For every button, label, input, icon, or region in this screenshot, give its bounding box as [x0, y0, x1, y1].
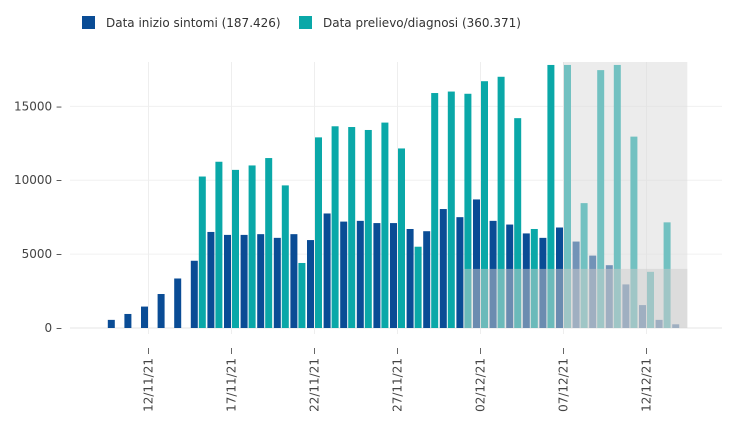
bar-prelievo-diagnosi[interactable]	[232, 169, 239, 328]
bar-prelievo-diagnosi[interactable]	[414, 246, 422, 328]
bar-inizio-sintomi[interactable]	[340, 221, 348, 328]
bar-inizio-sintomi[interactable]	[356, 220, 364, 328]
bar-inizio-sintomi[interactable]	[373, 223, 381, 328]
bar-inizio-sintomi[interactable]	[240, 234, 248, 328]
bar-prelievo-diagnosi[interactable]	[281, 185, 289, 328]
bar-prelievo-diagnosi[interactable]	[514, 118, 522, 329]
bar-prelievo-diagnosi[interactable]	[497, 76, 505, 329]
bar-prelievo-diagnosi[interactable]	[315, 137, 322, 328]
legend[interactable]: Data inizio sintomi (187.426) Data preli…	[82, 16, 521, 30]
bar-prelievo-diagnosi[interactable]	[331, 126, 339, 329]
legend-item-prelievo-diagnosi[interactable]: Data prelievo/diagnosi (360.371)	[299, 16, 521, 30]
y-tick-label: 5000 –	[22, 247, 62, 261]
x-tick-label: 22/11/21	[308, 358, 322, 412]
bar-inizio-sintomi[interactable]	[290, 234, 298, 328]
y-tick-label: 15000 –	[14, 99, 62, 113]
bar-inizio-sintomi[interactable]	[273, 237, 281, 328]
bar-inizio-sintomi[interactable]	[224, 234, 231, 328]
bar-inizio-sintomi[interactable]	[307, 240, 314, 328]
bar-prelievo-diagnosi[interactable]	[198, 176, 206, 328]
bar-prelievo-diagnosi[interactable]	[431, 93, 439, 329]
bar-inizio-sintomi[interactable]	[390, 223, 397, 328]
x-tick-label: 17/11/21	[225, 358, 239, 412]
legend-label: Data inizio sintomi (187.426)	[106, 16, 281, 30]
bar-prelievo-diagnosi[interactable]	[481, 81, 488, 328]
bar-prelievo-diagnosi[interactable]	[248, 165, 256, 328]
y-tick-label: 0 –	[45, 321, 62, 335]
bar-inizio-sintomi[interactable]	[174, 278, 182, 328]
legend-label: Data prelievo/diagnosi (360.371)	[323, 16, 521, 30]
bar-inizio-sintomi[interactable]	[207, 231, 215, 328]
bar-inizio-sintomi[interactable]	[473, 199, 480, 328]
legend-swatch	[299, 16, 312, 29]
bar-prelievo-diagnosi[interactable]	[215, 161, 223, 328]
x-tick-label: 12/11/21	[142, 358, 156, 412]
bar-prelievo-diagnosi[interactable]	[381, 122, 389, 328]
bar-prelievo-diagnosi[interactable]	[265, 158, 273, 328]
x-tick-label: 02/12/21	[474, 358, 488, 412]
bar-prelievo-diagnosi[interactable]	[348, 127, 356, 329]
bar-prelievo-diagnosi[interactable]	[364, 129, 372, 328]
bar-inizio-sintomi[interactable]	[124, 313, 132, 328]
bar-inizio-sintomi[interactable]	[323, 213, 331, 328]
y-axis: 0 – 5000 – 10000 – 15000 –	[14, 99, 62, 335]
bar-inizio-sintomi[interactable]	[456, 217, 464, 328]
legend-item-inizio-sintomi[interactable]: Data inizio sintomi (187.426)	[82, 16, 281, 30]
bar-inizio-sintomi[interactable]	[406, 228, 414, 328]
bar-inizio-sintomi[interactable]	[157, 294, 165, 328]
bar-inizio-sintomi[interactable]	[257, 234, 265, 328]
bar-inizio-sintomi[interactable]	[190, 260, 198, 328]
legend-swatch	[82, 16, 95, 29]
shaded-regions	[463, 62, 688, 328]
bar-prelievo-diagnosi[interactable]	[298, 262, 306, 328]
bar-prelievo-diagnosi[interactable]	[398, 148, 405, 328]
y-tick-label: 10000 –	[14, 173, 62, 187]
x-tick-label: 27/11/21	[391, 358, 405, 412]
x-axis: 12/11/21 17/11/21 22/11/21 27/11/21 02/12/21…	[142, 348, 654, 412]
x-tick-label: 12/12/21	[640, 358, 654, 412]
bar-prelievo-diagnosi[interactable]	[547, 64, 555, 328]
bar-inizio-sintomi[interactable]	[141, 306, 148, 328]
bar-inizio-sintomi[interactable]	[107, 319, 115, 328]
bar-inizio-sintomi[interactable]	[439, 209, 447, 328]
bar-prelievo-diagnosi[interactable]	[447, 91, 455, 328]
shaded-region	[463, 268, 688, 328]
bar-prelievo-diagnosi[interactable]	[464, 93, 472, 329]
bar-inizio-sintomi[interactable]	[423, 231, 431, 328]
x-tick-label: 07/12/21	[557, 358, 571, 412]
